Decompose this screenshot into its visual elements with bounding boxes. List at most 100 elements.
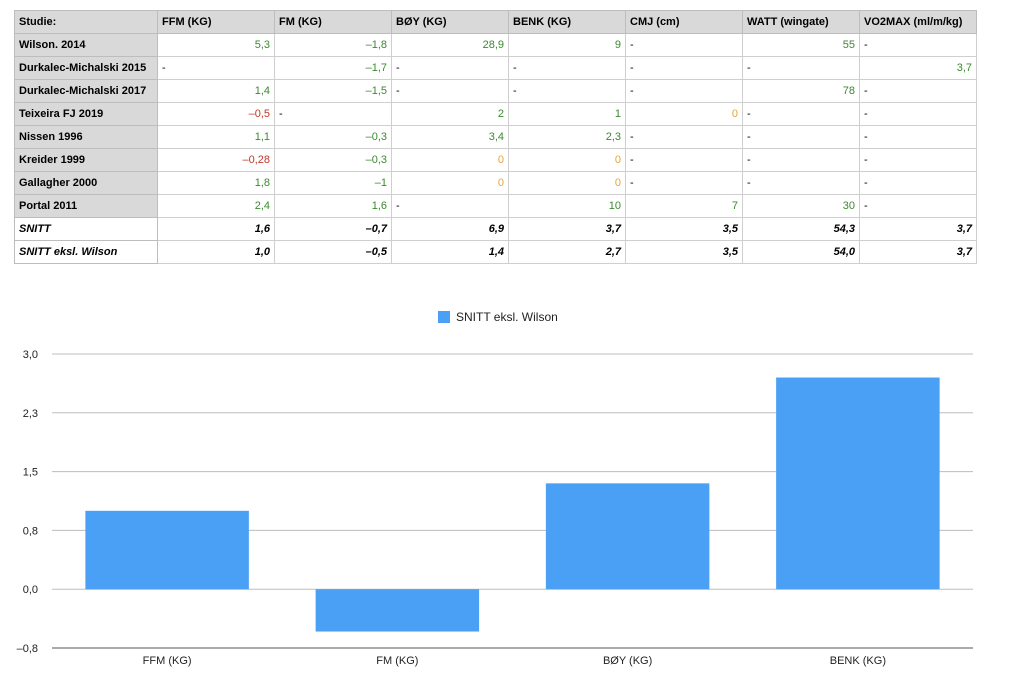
- chart-legend: SNITT eksl. Wilson: [438, 310, 558, 324]
- column-header: FM (KG): [274, 10, 392, 34]
- study-name: Wilson. 2014: [14, 33, 158, 57]
- table-cell: 0: [508, 171, 626, 195]
- summary-cell: –0,7: [274, 217, 392, 241]
- column-header: CMJ (cm): [625, 10, 743, 34]
- column-header: Studie:: [14, 10, 158, 34]
- table-cell: -: [625, 171, 743, 195]
- legend-label: SNITT eksl. Wilson: [456, 310, 558, 324]
- summary-cell: 1,0: [157, 240, 275, 264]
- table-cell: -: [742, 148, 860, 172]
- table-row: Nissen 1996 1,1 –0,3 3,4 2,3- - -: [14, 125, 977, 149]
- summary-label: SNITT: [14, 217, 158, 241]
- summary-cell: 54,3: [742, 217, 860, 241]
- table-cell: 9: [508, 33, 626, 57]
- summary-cell: 3,5: [625, 240, 743, 264]
- study-name: Teixeira FJ 2019: [14, 102, 158, 126]
- table-cell: 2,3: [508, 125, 626, 149]
- table-cell: -: [859, 102, 977, 126]
- summary-label: SNITT eksl. Wilson: [14, 240, 158, 264]
- y-tick-label: 1,5: [23, 467, 38, 479]
- study-name: Kreider 1999: [14, 148, 158, 172]
- summary-cell: 2,7: [508, 240, 626, 264]
- column-header: FFM (KG): [157, 10, 275, 34]
- table-cell: -: [391, 56, 509, 80]
- summary-cell: 54,0: [742, 240, 860, 264]
- table-row: Kreider 1999 –0,28 –0,3 0 0- - -: [14, 148, 977, 172]
- table-cell: 3,7: [859, 56, 977, 80]
- table-cell: 0: [391, 148, 509, 172]
- table-cell: -: [859, 33, 977, 57]
- study-name: Portal 2011: [14, 194, 158, 218]
- table-cell: –0,5: [157, 102, 275, 126]
- table-cell: -: [742, 171, 860, 195]
- table-cell: –1,5: [274, 79, 392, 103]
- table-cell: -: [742, 125, 860, 149]
- table-cell: -: [625, 125, 743, 149]
- table-row: Teixeira FJ 2019 –0,5-2 1 0- -: [14, 102, 977, 126]
- table-cell: 10: [508, 194, 626, 218]
- bar: [85, 510, 249, 590]
- table-cell: –1,8: [274, 33, 392, 57]
- column-header: WATT (wingate): [742, 10, 860, 34]
- table-cell: -: [508, 79, 626, 103]
- summary-cell: 3,5: [625, 217, 743, 241]
- summary-cell: 3,7: [859, 240, 977, 264]
- table-cell: -: [859, 148, 977, 172]
- table-row: Durkalec-Michalski 2017 1,4 –1,5- - -78-: [14, 79, 977, 103]
- table-cell: 1,1: [157, 125, 275, 149]
- table-row: Portal 2011 2,4 1,6-10 7 30-: [14, 194, 977, 218]
- y-tick-label: 3,0: [23, 349, 38, 361]
- table-cell: 0: [625, 102, 743, 126]
- table-cell: 28,9: [391, 33, 509, 57]
- summary-cell: 3,7: [859, 217, 977, 241]
- table-cell: -: [859, 125, 977, 149]
- table-cell: 0: [391, 171, 509, 195]
- x-tick-label: BØY (KG): [603, 655, 652, 667]
- column-header: VO2MAX (ml/m/kg): [859, 10, 977, 34]
- table-cell: –1,7: [274, 56, 392, 80]
- table-cell: 55: [742, 33, 860, 57]
- table-cell: 30: [742, 194, 860, 218]
- summary-cell: 3,7: [508, 217, 626, 241]
- bar: [315, 589, 480, 632]
- x-tick-label: FFM (KG): [143, 655, 192, 667]
- table-cell: -: [157, 56, 275, 80]
- table-cell: -: [859, 194, 977, 218]
- y-tick-label: 0,8: [23, 525, 38, 537]
- study-name: Gallagher 2000: [14, 171, 158, 195]
- table-cell: 3,4: [391, 125, 509, 149]
- table-cell: 2: [391, 102, 509, 126]
- table-cell: –1: [274, 171, 392, 195]
- study-name: Durkalec-Michalski 2015: [14, 56, 158, 80]
- table-cell: –0,3: [274, 148, 392, 172]
- summary-cell: 1,4: [391, 240, 509, 264]
- legend-swatch: [438, 311, 450, 323]
- table-row: Wilson. 2014 5,3 –1,8 28,9 9-55-: [14, 33, 977, 57]
- y-tick-label: 0,0: [23, 584, 38, 596]
- column-header: BØY (KG): [391, 10, 509, 34]
- table-row: Gallagher 2000 1,8 –1 0 0- - -: [14, 171, 977, 195]
- table-cell: -: [625, 148, 743, 172]
- table-cell: -: [742, 102, 860, 126]
- summary-row: SNITT 1,6 –0,7 6,9 3,7 3,5 54,3 3,7: [14, 217, 977, 241]
- table-cell: -: [391, 79, 509, 103]
- table-cell: 0: [508, 148, 626, 172]
- table-cell: 2,4: [157, 194, 275, 218]
- summary-cell: 1,6: [157, 217, 275, 241]
- y-tick-label: 2,3: [23, 408, 38, 420]
- table-cell: 78: [742, 79, 860, 103]
- table-row: Durkalec-Michalski 2015- –1,7- - - -3,7: [14, 56, 977, 80]
- bar-chart: SNITT eksl. Wilson 3,0 2,3 1,5 0,8 0,0 –0,8 F…: [17, 310, 973, 667]
- table-cell: -: [508, 56, 626, 80]
- summary-row: SNITT eksl. Wilson 1,0 –0,5 1,4 2,7 3,5 54,0 3,…: [14, 240, 977, 264]
- table-header-row: Studie: FFM (KG) FM (KG) BØY (KG) BENK (KG) C…: [14, 10, 977, 34]
- table-cell: -: [859, 79, 977, 103]
- table-cell: -: [625, 33, 743, 57]
- table-cell: -: [391, 194, 509, 218]
- results-table: Studie: FFM (KG) FM (KG) BØY (KG) BENK (KG) C…: [14, 10, 977, 264]
- table-cell: -: [274, 102, 392, 126]
- table-cell: –0,28: [157, 148, 275, 172]
- table-cell: -: [742, 56, 860, 80]
- study-name: Nissen 1996: [14, 125, 158, 149]
- table-cell: 1: [508, 102, 626, 126]
